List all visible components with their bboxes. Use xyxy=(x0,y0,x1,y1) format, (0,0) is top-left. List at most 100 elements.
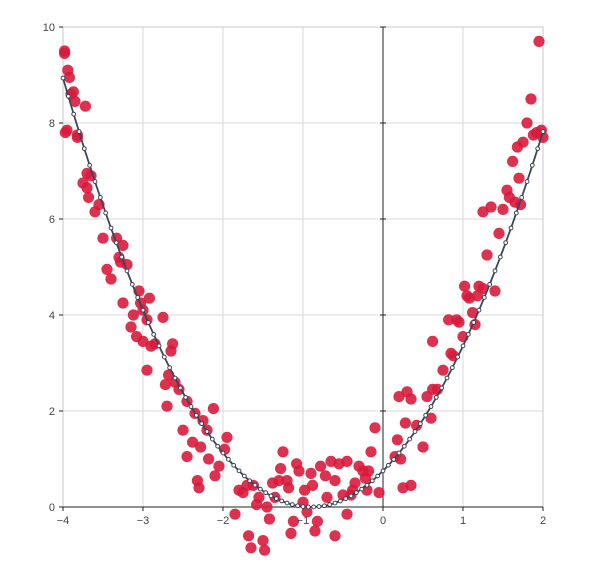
curve-marker xyxy=(135,295,141,300)
y-tick-label: 4 xyxy=(49,310,55,322)
curve-marker xyxy=(337,498,343,504)
data-point xyxy=(213,460,225,472)
data-point xyxy=(203,453,215,465)
y-tick-label: 10 xyxy=(43,22,55,34)
curve-marker xyxy=(273,496,279,502)
data-point xyxy=(243,530,255,542)
curve-marker xyxy=(503,240,509,246)
data-point xyxy=(481,249,493,261)
data-point xyxy=(263,513,275,525)
data-point xyxy=(97,232,109,244)
curve-marker xyxy=(529,162,535,168)
data-point xyxy=(459,280,471,292)
x-tick-label: −2 xyxy=(217,515,230,527)
curve-marker xyxy=(124,268,130,274)
data-point xyxy=(349,477,361,489)
curve-marker xyxy=(113,240,119,246)
data-point xyxy=(101,263,113,275)
data-point xyxy=(477,206,489,218)
data-point xyxy=(209,470,221,482)
curve-marker xyxy=(220,450,226,456)
x-tick-label: −4 xyxy=(57,515,70,527)
data-point xyxy=(79,100,91,112)
data-point xyxy=(117,239,129,251)
curve-marker xyxy=(231,462,237,468)
data-point xyxy=(159,379,171,391)
data-point xyxy=(273,475,285,487)
curve-marker xyxy=(444,375,450,381)
curve-marker xyxy=(161,354,167,360)
curve-marker xyxy=(119,254,125,260)
data-point xyxy=(311,515,323,528)
data-point xyxy=(341,508,353,520)
x-tick-label: 0 xyxy=(380,515,386,527)
curve-marker xyxy=(311,504,317,510)
data-point xyxy=(341,455,353,467)
data-point xyxy=(391,434,403,446)
data-point xyxy=(513,172,525,184)
y-tick-label: 0 xyxy=(49,502,55,514)
curve-marker xyxy=(151,331,157,337)
y-tick-label: 2 xyxy=(49,406,55,418)
curve-marker xyxy=(215,443,221,449)
curve-marker xyxy=(172,375,178,381)
curve-marker xyxy=(359,486,365,492)
curve-marker xyxy=(263,490,269,496)
curve-marker xyxy=(433,395,439,400)
curve-marker xyxy=(327,502,333,507)
data-point xyxy=(157,311,169,323)
curve-marker xyxy=(300,504,306,509)
curve-marker xyxy=(177,385,183,391)
curve-marker xyxy=(167,365,173,371)
curve-marker xyxy=(465,331,471,337)
x-tick-label: 1 xyxy=(460,515,466,527)
data-point xyxy=(287,515,299,528)
x-tick-label: −3 xyxy=(137,515,150,527)
curve-marker xyxy=(108,225,114,231)
curve-marker xyxy=(481,295,487,300)
curve-marker xyxy=(257,486,263,492)
data-point xyxy=(193,482,205,494)
curve-marker xyxy=(343,496,349,502)
curve-marker xyxy=(204,429,210,434)
data-point xyxy=(521,117,533,129)
curve-marker xyxy=(65,93,71,99)
curve-marker xyxy=(535,146,541,152)
data-point xyxy=(207,403,219,415)
data-point xyxy=(329,475,341,487)
data-point xyxy=(105,273,117,285)
data-point xyxy=(181,451,193,463)
curve-marker xyxy=(241,473,247,479)
curve-marker xyxy=(236,468,242,474)
curve-marker xyxy=(487,281,493,287)
data-point xyxy=(309,525,321,537)
data-point xyxy=(259,544,271,556)
curve-marker xyxy=(401,443,407,449)
data-point xyxy=(417,441,429,453)
curve-marker xyxy=(353,490,359,496)
data-point xyxy=(257,535,269,547)
data-point xyxy=(245,542,257,554)
x-tick-label: −1 xyxy=(297,515,310,527)
curve-marker xyxy=(60,75,66,81)
data-point xyxy=(437,364,449,376)
data-point xyxy=(329,530,341,542)
curve-marker xyxy=(412,429,418,434)
data-point xyxy=(285,527,297,540)
y-tick-label: 6 xyxy=(49,214,55,226)
curve-marker xyxy=(209,436,215,442)
data-point xyxy=(405,479,417,491)
curve-marker xyxy=(540,129,546,134)
axes xyxy=(59,26,544,511)
curve-marker xyxy=(289,502,295,507)
data-point xyxy=(63,71,75,83)
scatter-points xyxy=(59,35,549,556)
data-point xyxy=(161,400,173,412)
curve-marker xyxy=(396,450,402,456)
curve-marker xyxy=(305,504,311,510)
data-point xyxy=(293,465,305,477)
curve-marker xyxy=(92,179,98,184)
curve-marker xyxy=(471,320,477,325)
data-point xyxy=(427,335,439,347)
curve-marker xyxy=(519,195,525,200)
